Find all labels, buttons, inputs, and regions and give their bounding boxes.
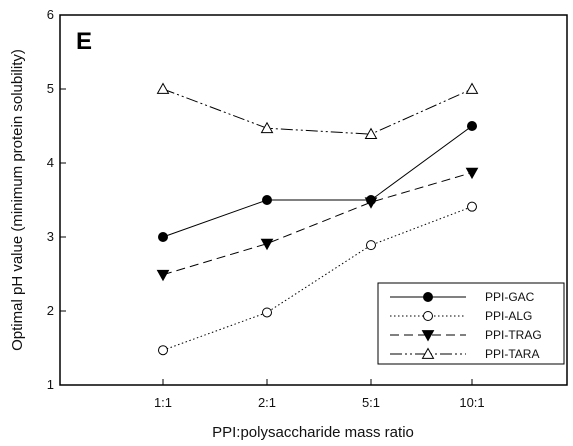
y-axis-label: Optimal pH value (minimum protein solubi… — [9, 49, 26, 351]
x-tick-label: 1:1 — [154, 395, 172, 410]
data-point — [467, 201, 477, 212]
data-point — [156, 82, 170, 94]
plot-frame — [59, 14, 568, 386]
data-point — [156, 269, 170, 282]
data-point — [467, 121, 477, 131]
data-point — [366, 240, 376, 251]
legend-entry: PPI-GAC — [390, 290, 535, 304]
y-tick-label: 1 — [47, 377, 54, 392]
data-point — [158, 345, 168, 356]
data-point — [465, 167, 479, 180]
series-line — [162, 88, 473, 135]
x-tick-label: 5:1 — [362, 395, 380, 410]
y-tick-label: 2 — [47, 303, 54, 318]
x-axis-label: PPI:polysaccharide mass ratio — [212, 424, 414, 441]
legend-marker — [421, 330, 435, 342]
data-point — [465, 82, 479, 94]
data-point — [262, 195, 272, 205]
y-tick-label: 5 — [47, 81, 54, 96]
y-tick-label: 3 — [47, 229, 54, 244]
legend-entry: PPI-TARA — [390, 347, 539, 361]
legend-label: PPI-TRAG — [485, 328, 542, 342]
legend-marker — [421, 347, 435, 359]
legend-label: PPI-ALG — [485, 309, 532, 323]
legend: PPI-GAC PPI-ALG PPI-TRAG PPI-TARA — [377, 282, 565, 365]
series-line — [162, 172, 473, 276]
legend-label: PPI-GAC — [485, 290, 535, 304]
series-ppi-trag — [156, 167, 479, 282]
data-point — [158, 232, 168, 242]
data-point — [260, 238, 274, 251]
series-ppi-tara — [156, 82, 479, 140]
legend-marker — [423, 292, 433, 302]
y-tick-label: 6 — [47, 7, 54, 22]
x-tick-label: 2:1 — [258, 395, 276, 410]
y-tick-label: 4 — [47, 155, 54, 170]
data-point — [364, 197, 378, 209]
series-ppi-alg — [158, 201, 477, 356]
series-line — [162, 125, 473, 238]
series-line — [162, 206, 473, 351]
x-tick-label: 10:1 — [459, 395, 484, 410]
legend-marker — [423, 311, 433, 321]
axis-ticks: 1 2 3 4 5 6 1:1 2:1 5:1 10:1 — [47, 7, 485, 410]
legend-entry: PPI-TRAG — [390, 328, 542, 342]
series-layer — [156, 82, 479, 356]
panel-label: E — [76, 28, 92, 55]
data-point — [262, 307, 272, 318]
legend-entry: PPI-ALG — [390, 309, 532, 323]
legend-label: PPI-TARA — [485, 347, 539, 361]
data-point — [364, 127, 378, 140]
data-point — [260, 121, 274, 134]
